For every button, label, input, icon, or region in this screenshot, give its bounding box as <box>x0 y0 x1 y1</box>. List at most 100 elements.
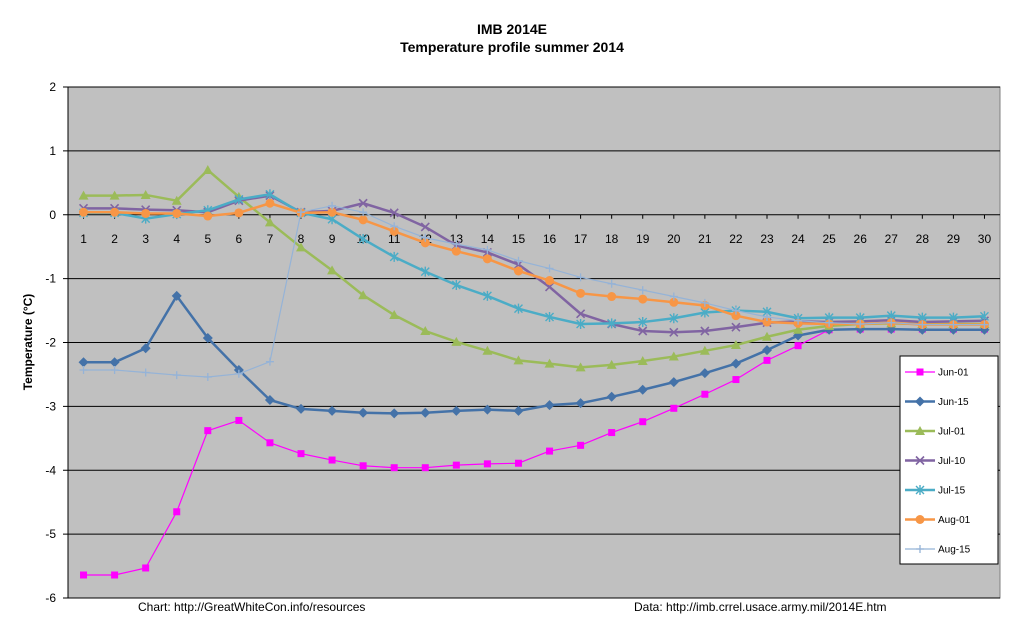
data-point <box>608 429 616 437</box>
data-point <box>420 407 431 418</box>
series-line-jul-15 <box>83 193 985 326</box>
x-tick-label: 20 <box>667 232 681 246</box>
data-point <box>297 450 305 458</box>
data-point <box>545 264 554 273</box>
y-tick-label: -1 <box>45 272 56 286</box>
data-point <box>575 398 586 409</box>
data-point <box>420 266 430 277</box>
data-point <box>79 365 88 374</box>
data-point <box>142 564 150 572</box>
data-point <box>544 400 555 411</box>
series-line-jul-01 <box>83 168 985 369</box>
data-point <box>328 201 337 210</box>
data-point <box>78 190 89 200</box>
data-point <box>668 377 679 388</box>
legend-entry-aug-15: Aug-15 <box>905 545 971 556</box>
data-point <box>358 290 369 300</box>
x-tick-label: 24 <box>791 232 805 246</box>
data-point <box>732 376 740 384</box>
x-tick-label: 9 <box>329 232 336 246</box>
data-point <box>730 340 741 350</box>
legend-entry-jul-10: Jul-10 <box>905 455 966 467</box>
series-aug-15 <box>79 201 989 381</box>
data-point <box>482 345 493 355</box>
series-line-jun-15 <box>83 294 985 415</box>
data-point <box>451 280 461 291</box>
data-point <box>794 342 802 350</box>
data-point <box>669 313 679 324</box>
legend-marker <box>915 396 925 407</box>
legend-entry-jun-01: Jun-01 <box>905 368 969 379</box>
data-point <box>731 306 740 315</box>
data-point <box>171 195 182 205</box>
y-tick-label: -2 <box>45 336 56 350</box>
y-tick-label: 0 <box>49 208 56 222</box>
data-point <box>204 427 212 435</box>
data-point <box>544 282 555 292</box>
x-tick-label: 2 <box>111 232 118 246</box>
x-tick-label: 17 <box>574 232 588 246</box>
data-point <box>483 245 492 254</box>
data-point <box>390 222 399 231</box>
series-line-aug-01 <box>83 202 985 326</box>
data-point <box>825 318 834 327</box>
data-point <box>389 226 399 236</box>
data-point <box>141 368 150 377</box>
data-point <box>202 165 213 175</box>
data-point <box>577 441 585 449</box>
data-point <box>701 390 709 398</box>
chart-subtitle: Temperature profile summer 2014 <box>400 39 624 55</box>
data-point <box>358 215 368 225</box>
data-point <box>358 198 368 208</box>
data-point <box>763 312 771 321</box>
y-tick-label: 1 <box>49 144 56 158</box>
data-point <box>731 322 741 332</box>
data-point <box>111 571 119 579</box>
data-point <box>762 345 772 356</box>
data-point <box>545 276 555 286</box>
series-line-aug-15 <box>83 205 985 378</box>
data-point <box>389 408 400 419</box>
data-point <box>141 208 151 218</box>
data-point <box>638 286 647 295</box>
data-point <box>513 405 524 416</box>
data-point <box>949 320 958 329</box>
data-point <box>266 439 274 447</box>
data-point <box>763 356 771 364</box>
data-point <box>669 297 679 307</box>
data-point <box>172 371 181 380</box>
data-point <box>173 508 181 516</box>
data-point <box>234 194 244 205</box>
legend-label: Jun-15 <box>938 397 969 408</box>
y-tick-label: -4 <box>45 463 56 477</box>
legend-marker <box>916 368 924 376</box>
data-point <box>546 447 554 455</box>
data-point <box>140 343 151 354</box>
data-point <box>575 362 586 372</box>
data-point <box>140 189 151 199</box>
legend-entry-jul-15: Jul-15 <box>905 485 966 497</box>
data-point <box>389 310 400 320</box>
data-point <box>700 298 709 307</box>
data-point <box>639 418 647 426</box>
legend-label: Jul-10 <box>938 456 966 467</box>
x-tick-label: 19 <box>636 232 650 246</box>
x-tick-label: 8 <box>298 232 305 246</box>
y-axis-ticks: 2 1 0 -1 -2 -3 -4 -5 -6 <box>45 80 68 605</box>
data-point <box>234 208 244 218</box>
y-tick-label: -3 <box>45 399 56 413</box>
data-point <box>235 416 243 424</box>
data-point <box>979 311 989 322</box>
data-point <box>514 256 523 265</box>
data-point <box>264 394 275 405</box>
data-point <box>78 357 89 368</box>
data-point <box>545 311 555 322</box>
x-tick-label: 16 <box>543 232 557 246</box>
data-credit: Data: http://imb.crrel.usace.army.mil/20… <box>634 600 887 614</box>
data-point <box>669 292 678 301</box>
x-tick-label: 28 <box>916 232 930 246</box>
data-point <box>327 265 338 275</box>
data-point <box>421 464 429 472</box>
legend-label: Aug-15 <box>938 545 971 556</box>
